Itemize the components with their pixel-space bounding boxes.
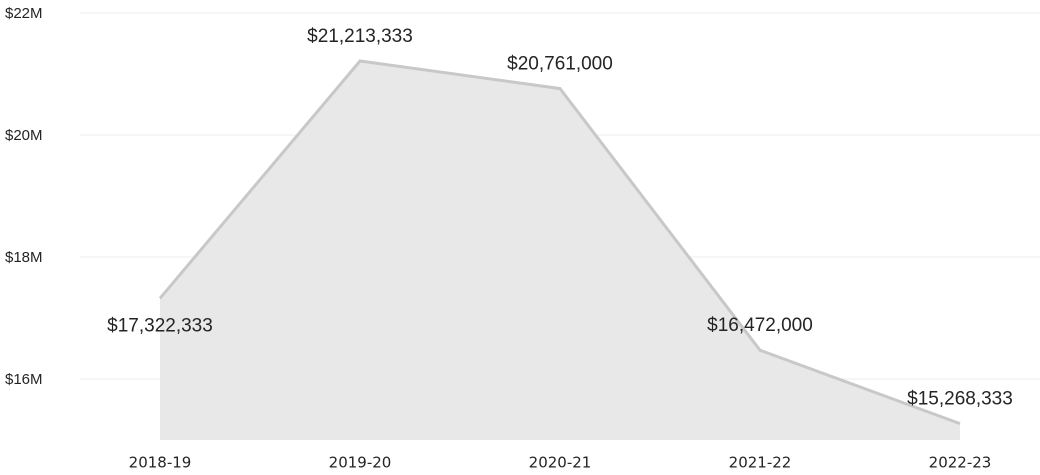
x-tick-label: 2019-20 bbox=[329, 454, 392, 472]
y-tick-label: $16M bbox=[5, 371, 43, 388]
data-label: $20,761,000 bbox=[507, 54, 613, 75]
area-fill bbox=[160, 60, 960, 440]
x-tick-label: 2020-21 bbox=[529, 454, 592, 472]
x-tick-label: 2018-19 bbox=[129, 454, 192, 472]
area-line bbox=[158, 59, 961, 426]
data-label: $21,213,333 bbox=[307, 26, 413, 47]
x-tick-label: 2022-23 bbox=[929, 454, 992, 472]
x-tick-label: 2021-22 bbox=[729, 454, 792, 472]
y-tick-label: $18M bbox=[5, 249, 43, 266]
y-tick-label: $22M bbox=[5, 5, 43, 22]
data-label: $17,322,333 bbox=[107, 315, 213, 336]
data-label: $16,472,000 bbox=[707, 315, 813, 336]
y-tick-label: $20M bbox=[5, 127, 43, 144]
data-label: $15,268,333 bbox=[907, 389, 1013, 410]
